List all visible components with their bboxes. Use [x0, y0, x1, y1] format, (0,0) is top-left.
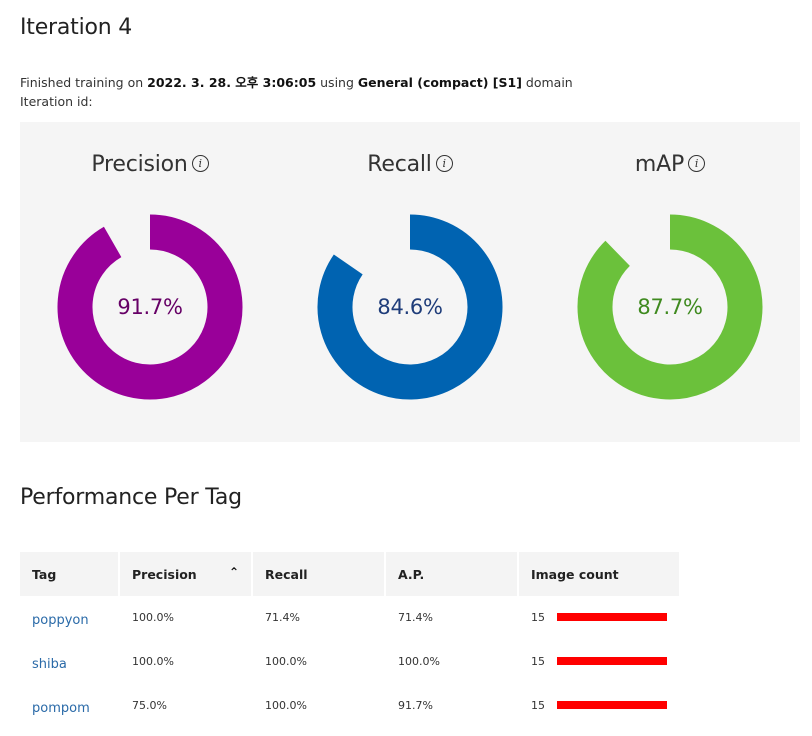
- recall-value: 100.0%: [265, 698, 307, 712]
- image-count-value: 15: [531, 654, 545, 668]
- donut-arc: [317, 214, 503, 400]
- tag-link[interactable]: poppyon: [32, 612, 89, 628]
- column-header-precision[interactable]: Precision ⌃: [120, 552, 253, 596]
- column-header-recall[interactable]: Recall: [253, 552, 386, 596]
- metric-recall: Recall i 84.6%: [280, 122, 540, 442]
- recall-cell: 100.0%: [253, 640, 386, 684]
- metric-title: mAP i: [540, 152, 800, 177]
- training-date: 2022. 3. 28. 오후 3:06:05: [147, 75, 317, 90]
- tag-link[interactable]: shiba: [32, 656, 67, 672]
- metric-value: 87.7%: [637, 295, 703, 319]
- sort-ascending-icon[interactable]: ⌃: [228, 565, 239, 579]
- column-header-tag[interactable]: Tag: [20, 552, 120, 596]
- tag-link[interactable]: pompom: [32, 700, 90, 716]
- precision-value: 75.0%: [132, 698, 167, 712]
- donut-arc: [577, 214, 763, 400]
- metric-precision: Precision i 91.7%: [20, 122, 280, 442]
- precision-cell: 100.0%: [120, 596, 253, 640]
- tag-cell: poppyon: [20, 596, 120, 640]
- image-count-cell: 15: [519, 640, 679, 684]
- column-header-label: Precision: [132, 566, 197, 582]
- metric-value: 91.7%: [117, 295, 183, 319]
- info-icon[interactable]: i: [688, 154, 706, 172]
- metric-label: mAP: [634, 152, 685, 177]
- precision-cell: 100.0%: [120, 640, 253, 684]
- image-count-bar: [557, 657, 667, 665]
- ap-value: 91.7%: [398, 698, 433, 712]
- donut-arc: [57, 214, 243, 400]
- column-header-ap[interactable]: A.P.: [386, 552, 519, 596]
- iteration-id: Iteration id:: [20, 94, 93, 109]
- image-count-value: 15: [531, 698, 545, 712]
- performance-table: Tag Precision ⌃ Recall A.P. Image count p…: [20, 552, 679, 728]
- image-count-bar: [557, 613, 667, 621]
- table-header-row: Tag Precision ⌃ Recall A.P. Image count: [20, 552, 679, 596]
- training-info: Finished training on 2022. 3. 28. 오후 3:0…: [20, 73, 573, 111]
- ap-cell: 100.0%: [386, 640, 519, 684]
- column-header-image-count[interactable]: Image count: [519, 552, 679, 596]
- precision-cell: 75.0%: [120, 684, 253, 728]
- metric-map: mAP i 87.7%: [540, 122, 800, 442]
- recall-cell: 71.4%: [253, 596, 386, 640]
- tag-cell: pompom: [20, 684, 120, 728]
- section-title: Performance Per Tag: [20, 485, 242, 510]
- precision-value: 100.0%: [132, 654, 174, 668]
- precision-donut-chart: [57, 214, 243, 400]
- table-row: pompom 75.0% 100.0% 91.7% 15: [20, 684, 679, 728]
- recall-donut-chart: [317, 214, 503, 400]
- meta-prefix: Finished training on: [20, 75, 148, 90]
- recall-value: 100.0%: [265, 654, 307, 668]
- meta-suffix: domain: [521, 75, 573, 90]
- table-row: shiba 100.0% 100.0% 100.0% 15: [20, 640, 679, 684]
- metrics-panel: Precision i 91.7% Recall i 84.6% mAP i 87.7…: [20, 122, 800, 442]
- image-count-cell: 15: [519, 684, 679, 728]
- metric-label: Recall: [367, 152, 432, 177]
- recall-cell: 100.0%: [253, 684, 386, 728]
- ap-cell: 91.7%: [386, 684, 519, 728]
- ap-value: 100.0%: [398, 654, 440, 668]
- recall-value: 71.4%: [265, 610, 300, 624]
- page-title: Iteration 4: [20, 15, 133, 40]
- image-count-bar: [557, 701, 667, 709]
- map-donut-chart: [577, 214, 763, 400]
- ap-cell: 71.4%: [386, 596, 519, 640]
- image-count-cell: 15: [519, 596, 679, 640]
- metric-title: Precision i: [20, 152, 280, 177]
- info-icon[interactable]: i: [435, 154, 453, 172]
- ap-value: 71.4%: [398, 610, 433, 624]
- training-domain: General (compact) [S1]: [357, 75, 522, 90]
- table-row: poppyon 100.0% 71.4% 71.4% 15: [20, 596, 679, 640]
- precision-value: 100.0%: [132, 610, 174, 624]
- metric-value: 84.6%: [377, 295, 443, 319]
- tag-cell: shiba: [20, 640, 120, 684]
- metric-label: Precision: [91, 152, 188, 177]
- image-count-value: 15: [531, 610, 545, 624]
- info-icon[interactable]: i: [191, 154, 209, 172]
- metric-title: Recall i: [280, 152, 540, 177]
- meta-using: using: [316, 75, 358, 90]
- training-summary: Finished training on 2022. 3. 28. 오후 3:0…: [20, 73, 573, 92]
